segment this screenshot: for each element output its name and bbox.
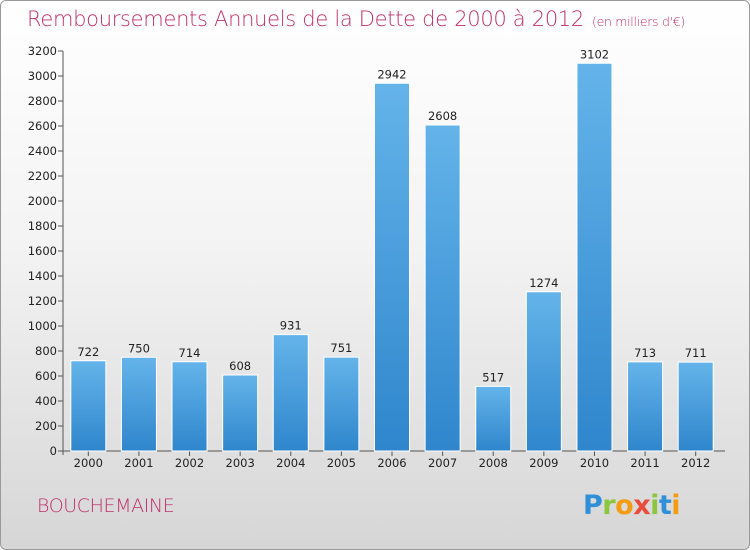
bars bbox=[70, 62, 714, 452]
data-label: 714 bbox=[179, 346, 201, 360]
y-tick-label: 2200 bbox=[28, 169, 57, 183]
y-tick-label: 0 bbox=[50, 444, 57, 458]
data-label: 2942 bbox=[377, 67, 406, 81]
data-labels: 722 750 714 608 931 751 2942 2608 517 1274 3102 713… bbox=[77, 47, 706, 384]
bar bbox=[424, 124, 461, 452]
bar bbox=[120, 356, 157, 452]
y-tick-label: 800 bbox=[35, 344, 57, 358]
bar bbox=[627, 361, 664, 452]
y-tick-label: 2600 bbox=[28, 119, 57, 133]
chart-subtitle: (en milliers d'€) bbox=[592, 14, 685, 29]
bar bbox=[576, 62, 613, 452]
bar bbox=[323, 356, 360, 452]
y-tick-label: 400 bbox=[35, 394, 57, 408]
logo-letter: i bbox=[671, 490, 681, 521]
y-tick-label: 3000 bbox=[28, 69, 57, 83]
x-tick-label: 2011 bbox=[630, 456, 659, 470]
y-tick-label: 3200 bbox=[28, 44, 57, 58]
bar bbox=[171, 361, 208, 452]
logo-letter: i bbox=[650, 490, 659, 521]
x-tick-label: 2006 bbox=[377, 456, 406, 470]
logo-letter: t bbox=[658, 490, 672, 521]
y-tick-label: 1800 bbox=[28, 219, 57, 233]
y-tick-label: 600 bbox=[35, 369, 57, 383]
y-tick-label: 1600 bbox=[28, 244, 57, 258]
x-tick-label: 2005 bbox=[327, 456, 356, 470]
data-label: 2608 bbox=[428, 109, 457, 123]
data-label: 608 bbox=[229, 359, 251, 373]
data-label: 750 bbox=[128, 341, 150, 355]
y-tick-label: 1200 bbox=[28, 294, 57, 308]
chart-title-text: Remboursements Annuels de la Dette de 20… bbox=[27, 7, 584, 31]
data-label: 517 bbox=[482, 370, 504, 384]
data-label: 1274 bbox=[529, 276, 558, 290]
bar bbox=[222, 374, 259, 452]
x-tick-label: 2000 bbox=[74, 456, 103, 470]
chart-title: Remboursements Annuels de la Dette de 20… bbox=[27, 7, 685, 31]
data-label: 751 bbox=[330, 341, 352, 355]
y-tick-label: 1400 bbox=[28, 269, 57, 283]
x-tick-label: 2009 bbox=[529, 456, 558, 470]
data-label: 931 bbox=[280, 319, 302, 333]
y-tick-label: 200 bbox=[35, 419, 57, 433]
bar bbox=[272, 334, 309, 452]
data-label: 722 bbox=[77, 345, 99, 359]
x-tick-label: 2010 bbox=[580, 456, 609, 470]
bar bbox=[677, 361, 714, 452]
x-tick-label: 2008 bbox=[479, 456, 508, 470]
data-label: 713 bbox=[634, 346, 656, 360]
bar bbox=[70, 360, 107, 452]
bar bbox=[475, 385, 512, 452]
x-tick-label: 2007 bbox=[428, 456, 457, 470]
data-label: 711 bbox=[685, 346, 707, 360]
data-label: 3102 bbox=[580, 47, 609, 61]
logo-letter: P bbox=[583, 490, 603, 521]
x-tick-label: 2002 bbox=[175, 456, 204, 470]
logo-letter: o bbox=[615, 490, 634, 521]
x-tick-label: 2012 bbox=[681, 456, 710, 470]
x-tick-label: 2001 bbox=[124, 456, 153, 470]
y-tick-label: 1000 bbox=[28, 319, 57, 333]
proxiti-logo: Proxiti bbox=[583, 490, 681, 521]
y-tick-label: 2800 bbox=[28, 94, 57, 108]
logo-letter: r bbox=[602, 490, 616, 521]
x-tick-label: 2003 bbox=[226, 456, 255, 470]
x-axis: 2000 2001 2002 2003 2004 2005 2006 2007 2008 2009… bbox=[63, 450, 725, 470]
y-tick-label: 2400 bbox=[28, 144, 57, 158]
bar bbox=[374, 82, 410, 452]
bar bbox=[525, 291, 562, 452]
x-tick-label: 2004 bbox=[276, 456, 305, 470]
city-name: BOUCHEMAINE bbox=[37, 495, 175, 517]
y-tick-label: 2000 bbox=[28, 194, 57, 208]
y-axis: 0 200 400 600 800 1000 1200 1400 1600 1800 2000 220… bbox=[28, 44, 64, 458]
logo-letter: x bbox=[633, 490, 651, 521]
